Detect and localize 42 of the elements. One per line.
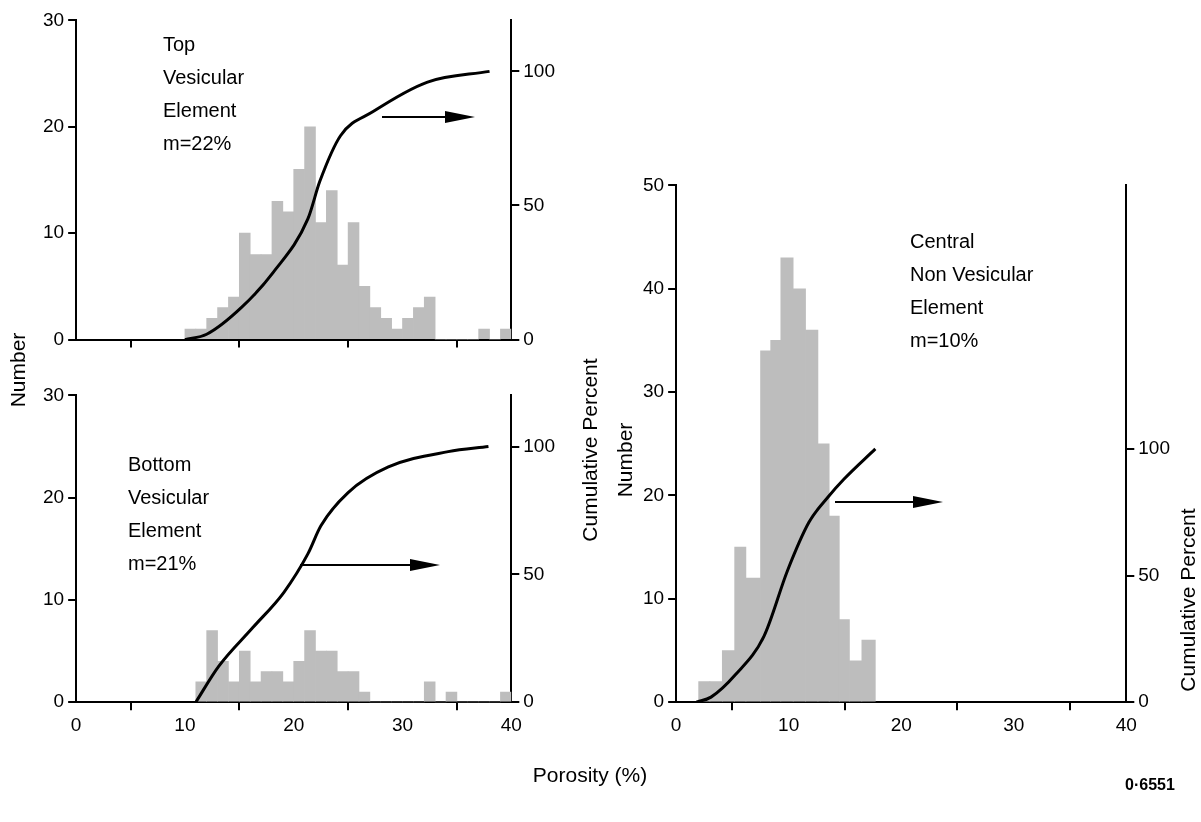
x-axis-title: Porosity (%) [532, 763, 648, 786]
x-tick-label: 10 [174, 713, 196, 735]
y2-tick-label: 100 [1138, 437, 1170, 459]
x-tick-label: 0 [670, 713, 682, 735]
y2-tick-label: 0 [523, 327, 534, 349]
y-tick-label: 0 [653, 690, 665, 712]
y2-tick-label: 50 [523, 562, 545, 584]
text: 0·6551 [1125, 776, 1175, 793]
x-tick-label: 40 [500, 713, 522, 735]
x-tick-label: 10 [778, 713, 800, 735]
y2-tick-label: 50 [523, 193, 545, 215]
y2-tick-label: 100 [523, 434, 555, 456]
y-tick-label: 20 [642, 483, 665, 505]
y2-tick-label: 0 [1138, 690, 1149, 712]
y-tick-label: 40 [642, 276, 665, 298]
x-tick-label: 30 [391, 713, 414, 735]
y2-axis-title: Cumulative Percent [578, 358, 601, 542]
x-tick-label: 20 [283, 713, 305, 735]
annotation: Central Non Vesicular Element m=10% [910, 230, 1034, 351]
y-tick-label: 30 [42, 8, 65, 30]
y-tick-label: 0 [53, 690, 65, 712]
y2-axis-title: Cumulative Percent [1176, 508, 1199, 692]
annotation: Top Vesicular Element m=22% [163, 33, 245, 154]
annotation: Bottom Vesicular Element m=21% [128, 453, 210, 574]
y-tick-label: 10 [642, 587, 665, 609]
x-tick-label: 30 [1003, 713, 1025, 735]
x-tick-label: 40 [1115, 713, 1137, 735]
y-tick-label: 30 [642, 380, 665, 402]
x-tick-label: 0 [70, 713, 82, 735]
y-tick-label: 20 [42, 115, 65, 137]
y-tick-label: 20 [42, 485, 65, 507]
y-tick-label: 50 [642, 173, 665, 195]
y-tick-label: 0 [53, 327, 65, 349]
y2-tick-label: 0 [523, 690, 534, 712]
y-tick-label: 10 [42, 221, 65, 243]
y-axis-title: Number [6, 332, 29, 408]
y-tick-label: 30 [42, 383, 65, 405]
x-tick-label: 20 [890, 713, 912, 735]
y2-tick-label: 50 [1138, 563, 1160, 585]
y-tick-label: 10 [42, 588, 65, 610]
y2-tick-label: 100 [523, 59, 555, 81]
y-axis-title: Number [613, 422, 636, 498]
